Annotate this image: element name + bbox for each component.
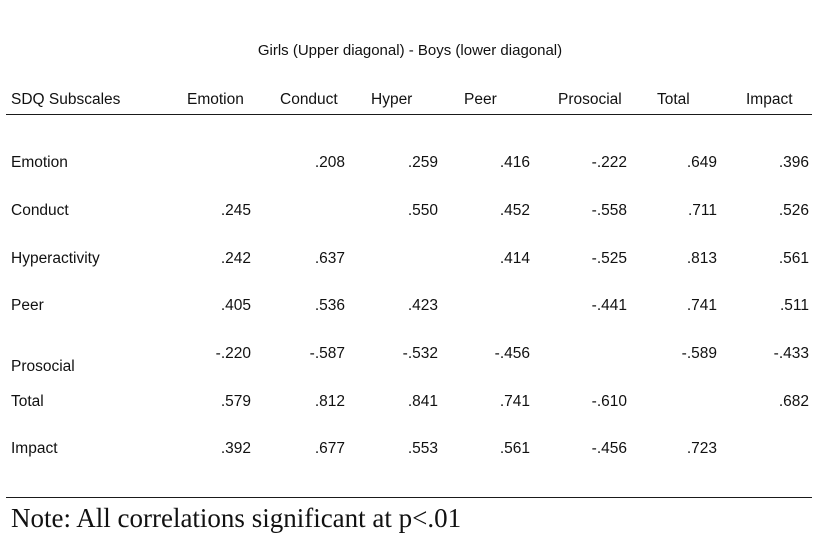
row-label: Hyperactivity — [11, 250, 100, 267]
row-label: Peer — [11, 297, 44, 314]
table-cell: -.587 — [309, 345, 345, 362]
table-cell: .579 — [220, 393, 251, 410]
table-cell: .208 — [314, 154, 345, 171]
table-cell: -.456 — [591, 440, 627, 457]
table-cell: .511 — [779, 297, 809, 314]
table-cell: -.525 — [591, 250, 627, 267]
table-cell: .677 — [314, 440, 345, 457]
header-emotion: Emotion — [187, 91, 244, 108]
table-cell: .682 — [778, 393, 809, 410]
table-cell: .561 — [778, 250, 809, 267]
table-cell: .561 — [499, 440, 530, 457]
table-cell: -.222 — [591, 154, 627, 171]
table-cell: -.220 — [215, 345, 251, 362]
header-peer: Peer — [464, 91, 497, 108]
table-cell: .242 — [220, 250, 251, 267]
table-cell: .423 — [407, 297, 438, 314]
table-cell: .405 — [220, 297, 251, 314]
row-label: Prosocial — [11, 358, 75, 375]
table-cell: .550 — [407, 202, 438, 219]
footer-rule — [6, 497, 812, 498]
table-cell: -.441 — [591, 297, 627, 314]
table-cell: .553 — [407, 440, 438, 457]
table-cell: .841 — [407, 393, 438, 410]
header-subscales: SDQ Subscales — [11, 91, 121, 108]
header-total: Total — [657, 91, 690, 108]
row-label: Impact — [11, 440, 58, 457]
table-cell: .416 — [499, 154, 530, 171]
header-hyper: Hyper — [371, 91, 413, 108]
row-label: Conduct — [11, 202, 69, 219]
header-impact: Impact — [746, 91, 793, 108]
table-cell: .392 — [220, 440, 251, 457]
table-caption: Girls (Upper diagonal) - Boys (lower dia… — [257, 42, 563, 59]
table-cell: .396 — [778, 154, 809, 171]
row-label: Total — [11, 393, 44, 410]
header-prosocial: Prosocial — [558, 91, 622, 108]
table-cell: .526 — [778, 202, 809, 219]
header-rule — [6, 114, 812, 115]
table-cell: .414 — [499, 250, 530, 267]
table-cell: .259 — [407, 154, 438, 171]
table-note: Note: All correlations significant at p<… — [11, 503, 462, 533]
table-cell: .649 — [686, 154, 717, 171]
table-cell: -.456 — [494, 345, 530, 362]
table-cell: .741 — [686, 297, 717, 314]
table-cell: .723 — [686, 440, 717, 457]
table-cell: .741 — [499, 393, 530, 410]
row-label: Emotion — [11, 154, 68, 171]
table-cell: .813 — [686, 250, 717, 267]
table-cell: -.433 — [773, 345, 809, 362]
table-cell: -.589 — [681, 345, 717, 362]
table-cell: .637 — [314, 250, 345, 267]
table-cell: -.610 — [591, 393, 627, 410]
table-cell: .245 — [220, 202, 251, 219]
table-cell: .452 — [499, 202, 530, 219]
header-conduct: Conduct — [280, 91, 338, 108]
table-cell: -.558 — [591, 202, 627, 219]
table-cell: .536 — [314, 297, 345, 314]
table-cell: .711 — [687, 202, 717, 219]
table-cell: -.532 — [402, 345, 438, 362]
table-cell: .812 — [314, 393, 345, 410]
